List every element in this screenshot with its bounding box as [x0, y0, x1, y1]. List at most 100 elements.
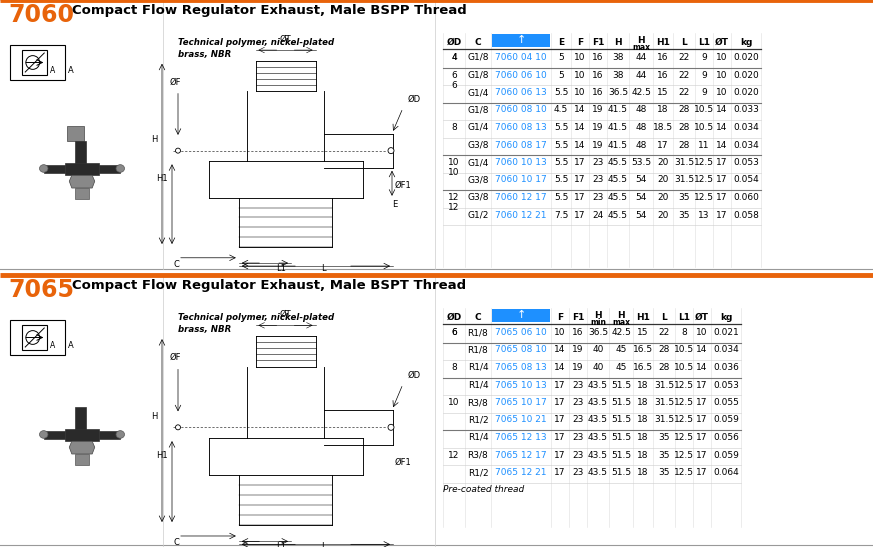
Text: 5.5: 5.5 — [553, 193, 568, 202]
Text: 7065 06 10: 7065 06 10 — [495, 328, 546, 337]
Text: 5.5: 5.5 — [553, 176, 568, 184]
Bar — [10, 320, 65, 355]
Text: 12.5: 12.5 — [674, 433, 694, 442]
Text: 5.5: 5.5 — [553, 123, 568, 132]
Text: G1/4: G1/4 — [467, 123, 489, 132]
Text: 7065 10 13: 7065 10 13 — [495, 381, 546, 389]
Text: 7060: 7060 — [8, 3, 74, 27]
Text: 10.5: 10.5 — [694, 106, 714, 114]
Text: L: L — [320, 264, 326, 273]
Text: 17: 17 — [574, 211, 586, 219]
Text: 23: 23 — [573, 451, 584, 459]
Text: 35: 35 — [658, 433, 670, 442]
Text: H: H — [152, 136, 158, 144]
Text: Technical polymer, nickel-plated
brass, NBR: Technical polymer, nickel-plated brass, … — [178, 38, 334, 59]
Text: 36.5: 36.5 — [588, 328, 608, 337]
Text: 17: 17 — [574, 176, 586, 184]
Text: H: H — [152, 412, 158, 421]
Text: 14: 14 — [717, 123, 728, 132]
Ellipse shape — [388, 424, 394, 430]
Text: 16.5: 16.5 — [633, 346, 653, 354]
Text: G1/4: G1/4 — [467, 158, 489, 167]
Text: 0.020: 0.020 — [733, 53, 759, 62]
Bar — [492, 309, 550, 322]
Text: F: F — [557, 313, 563, 322]
Text: R1/2: R1/2 — [468, 468, 488, 477]
Text: 45.5: 45.5 — [608, 211, 628, 219]
Text: 7060 06 13: 7060 06 13 — [495, 88, 546, 97]
Text: 17: 17 — [657, 141, 669, 149]
Text: R1/4: R1/4 — [468, 433, 488, 442]
Text: 12.5: 12.5 — [694, 158, 714, 167]
Text: 28: 28 — [678, 106, 690, 114]
Polygon shape — [69, 175, 95, 188]
Text: 23: 23 — [573, 416, 584, 424]
Text: G1/4: G1/4 — [467, 88, 489, 97]
Text: 6: 6 — [451, 328, 457, 337]
Text: Compact Flow Regulator Exhaust, Male BSPT Thread: Compact Flow Regulator Exhaust, Male BSP… — [72, 279, 466, 292]
Text: ØD: ØD — [408, 95, 421, 103]
Ellipse shape — [175, 425, 181, 430]
Bar — [492, 34, 550, 47]
Text: 7060 04 10: 7060 04 10 — [495, 53, 546, 62]
Text: 7065 12 17: 7065 12 17 — [495, 451, 546, 459]
Bar — [10, 45, 65, 80]
Text: C: C — [173, 538, 179, 547]
Text: 14: 14 — [574, 106, 586, 114]
Text: R1/2: R1/2 — [468, 416, 488, 424]
Text: 7060 08 10: 7060 08 10 — [495, 106, 546, 114]
Text: 10.5: 10.5 — [674, 346, 694, 354]
Text: 17: 17 — [716, 158, 728, 167]
Text: 31.5: 31.5 — [654, 398, 674, 407]
Text: 10: 10 — [554, 328, 566, 337]
Text: 19: 19 — [572, 346, 584, 354]
Text: ØF: ØF — [169, 353, 182, 362]
Text: 53.5: 53.5 — [631, 158, 651, 167]
Text: 15: 15 — [657, 88, 669, 97]
Text: L: L — [320, 542, 326, 547]
Text: 14: 14 — [574, 123, 586, 132]
Text: 54: 54 — [636, 211, 647, 219]
Text: min: min — [590, 318, 606, 327]
Text: L: L — [661, 313, 667, 322]
Text: 45: 45 — [615, 346, 627, 354]
Text: 9: 9 — [701, 71, 707, 79]
Text: 51.5: 51.5 — [611, 398, 631, 407]
Text: R1/8: R1/8 — [468, 346, 488, 354]
Text: 17: 17 — [697, 416, 708, 424]
Text: C: C — [475, 38, 481, 47]
Text: 54: 54 — [636, 193, 647, 202]
Text: H: H — [617, 311, 625, 320]
Text: 7.5: 7.5 — [553, 211, 568, 219]
Text: 11: 11 — [698, 141, 710, 149]
Text: 41.5: 41.5 — [608, 106, 628, 114]
Text: max: max — [632, 43, 650, 52]
Text: 51.5: 51.5 — [611, 381, 631, 389]
Text: L1: L1 — [276, 264, 285, 273]
Text: 0.059: 0.059 — [713, 416, 739, 424]
Text: A: A — [68, 66, 73, 75]
Ellipse shape — [116, 430, 125, 438]
Text: 51.5: 51.5 — [611, 433, 631, 442]
Text: G1/8: G1/8 — [467, 53, 489, 62]
Text: 7065 08 13: 7065 08 13 — [495, 363, 546, 372]
Text: 36.5: 36.5 — [608, 88, 628, 97]
Text: 22: 22 — [678, 53, 690, 62]
Text: 12.5: 12.5 — [674, 381, 694, 389]
Text: 28: 28 — [678, 123, 690, 132]
Text: 19: 19 — [572, 363, 584, 372]
Text: 12.5: 12.5 — [694, 176, 714, 184]
Text: 35: 35 — [658, 468, 670, 477]
Text: 0.053: 0.053 — [733, 158, 759, 167]
Text: 18: 18 — [637, 416, 649, 424]
Text: 16: 16 — [592, 53, 604, 62]
Ellipse shape — [388, 148, 394, 154]
Text: R1/4: R1/4 — [468, 381, 488, 389]
Text: 7060 10 13: 7060 10 13 — [495, 158, 546, 167]
Text: 0.064: 0.064 — [713, 468, 739, 477]
Text: 17: 17 — [697, 468, 708, 477]
Text: 6: 6 — [451, 80, 457, 90]
Text: 0.054: 0.054 — [733, 176, 759, 184]
Text: 35: 35 — [678, 211, 690, 219]
Text: 12.5: 12.5 — [674, 416, 694, 424]
